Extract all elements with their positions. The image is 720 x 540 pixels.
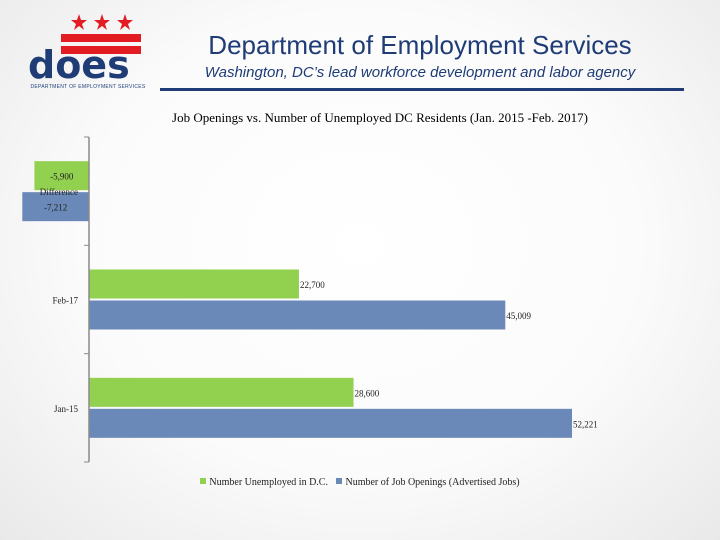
legend-swatch-openings (336, 478, 343, 484)
bar (22, 192, 89, 222)
page-subtitle: Washington, DC’s lead workforce developm… (204, 64, 636, 81)
flag-bar-top (61, 34, 141, 42)
data-label: 52,221 (573, 419, 598, 429)
legend-item-unemployed: Number Unemployed in D.C. (200, 477, 328, 488)
category-label: Feb-17 (53, 296, 79, 306)
chart-legend: Number Unemployed in D.C. Number of Job … (0, 477, 720, 488)
data-label: 22,700 (300, 280, 325, 290)
star-icon (117, 14, 133, 30)
bar (89, 300, 506, 330)
does-logo: does DEPARTMENT OF EMPLOYMENT SERVICES (24, 10, 152, 92)
legend-swatch-unemployed (200, 478, 207, 484)
page-title: Department of Employment Services (208, 30, 632, 60)
category-label: Difference (40, 187, 78, 197)
legend-item-openings: Number of Job Openings (Advertised Jobs) (336, 477, 520, 488)
header-rule (160, 88, 684, 91)
data-label: 45,009 (506, 311, 531, 321)
logo-caption: DEPARTMENT OF EMPLOYMENT SERVICES (30, 84, 146, 90)
legend-label-unemployed: Number Unemployed in D.C. (209, 477, 328, 488)
logo-wordmark: does (28, 43, 130, 84)
legend-label-openings: Number of Job Openings (Advertised Jobs) (345, 477, 520, 488)
data-label: -7,212 (44, 203, 67, 213)
bar (89, 377, 354, 407)
bar (34, 161, 89, 191)
bar (89, 269, 299, 299)
bar (89, 408, 572, 438)
star-icon (71, 14, 87, 30)
flag-bar-bottom (61, 46, 141, 54)
chart-title: Job Openings vs. Number of Unemployed DC… (172, 110, 588, 125)
data-label: -5,900 (50, 172, 74, 182)
star-icon (94, 14, 110, 30)
data-label: 28,600 (355, 388, 380, 398)
category-label: Jan-15 (54, 404, 78, 414)
